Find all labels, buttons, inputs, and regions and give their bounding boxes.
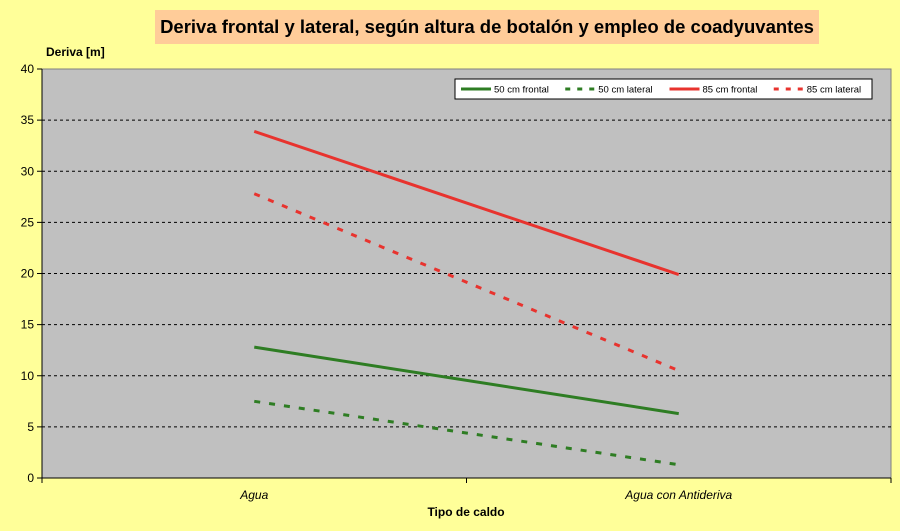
- x-axis-label: Tipo de caldo: [427, 505, 505, 519]
- y-tick-label: 35: [21, 113, 35, 127]
- y-tick-label: 10: [21, 369, 35, 383]
- y-axis-label: Deriva [m]: [46, 45, 105, 59]
- series-line: [254, 345, 679, 416]
- x-tick-label: Agua: [239, 488, 268, 502]
- x-tick-label: Agua con Antideriva: [624, 488, 732, 502]
- y-tick-label: 0: [27, 471, 34, 485]
- legend-label: 50 cm frontal: [494, 85, 549, 96]
- series-line: [253, 129, 680, 276]
- y-tick-label: 15: [21, 318, 35, 332]
- series-line: [253, 192, 680, 373]
- y-tick-label: 20: [21, 267, 35, 281]
- legend-label: 85 cm frontal: [703, 85, 758, 96]
- series-line: [254, 399, 679, 467]
- y-tick-label: 5: [27, 420, 34, 434]
- legend: [454, 78, 873, 100]
- y-tick-label: 40: [21, 62, 35, 76]
- legend-label: 50 cm lateral: [598, 85, 652, 96]
- y-tick-label: 30: [21, 164, 35, 178]
- legend-label: 85 cm lateral: [807, 85, 861, 96]
- chart-title: Deriva frontal y lateral, según altura d…: [155, 10, 819, 44]
- y-tick-label: 25: [21, 215, 35, 229]
- plot-area: [41, 68, 892, 479]
